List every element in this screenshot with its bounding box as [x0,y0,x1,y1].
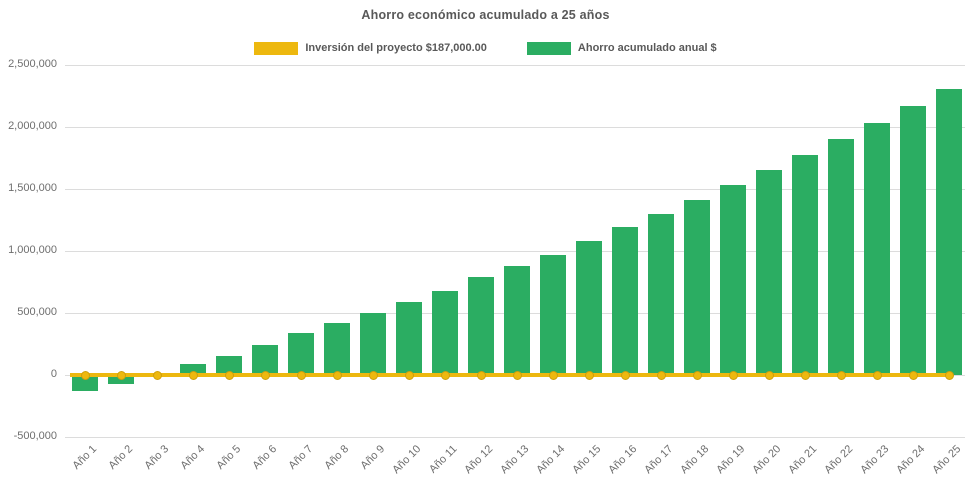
bar-año-14 [540,254,566,375]
bar-año-19 [720,184,746,375]
y-axis-label-2,000,000: 2,000,000 [8,120,57,132]
y-axis-label-500,000: 500,000 [17,306,57,318]
investment-line-marker-10 [404,370,414,380]
x-axis-label-año-21: Año 21 [786,443,820,477]
x-axis-label-año-15: Año 15 [570,443,604,477]
investment-line-marker-17 [656,370,666,380]
x-axis-label-año-23: Año 23 [858,443,892,477]
plot-area [65,64,965,438]
gridline-2,500,000 [65,64,965,66]
bar-año-20 [756,170,782,375]
x-axis-label-año-4: Año 4 [178,443,208,472]
bar-año-24 [900,105,926,375]
investment-series-swatch [254,41,299,55]
bar-año-21 [792,154,818,375]
bar-año-9 [360,313,386,375]
x-axis-label-año-14: Año 14 [534,443,568,477]
legend-label-investment: Inversión del proyecto $187,000.00 [305,42,487,54]
gridline-2,000,000 [65,126,965,128]
bar-año-23 [864,123,890,375]
x-axis-label-año-13: Año 13 [498,443,532,477]
investment-line-marker-1 [80,370,90,380]
bar-año-22 [828,138,854,375]
x-axis-label-año-7: Año 7 [286,443,316,472]
chart-legend: Inversión del proyecto $187,000.00 Ahorr… [0,40,971,56]
investment-line-marker-13 [512,370,522,380]
investment-line-marker-7 [296,370,306,380]
legend-label-savings: Ahorro acumulado anual $ [577,42,717,54]
gridline-1,500,000 [65,188,965,190]
investment-line-marker-6 [260,370,270,380]
investment-line-marker-24 [908,370,918,380]
x-axis-label-año-6: Año 6 [250,443,280,472]
bar-año-16 [612,226,638,375]
x-axis-label-año-11: Año 11 [426,443,460,476]
y-axis-label-1,000,000: 1,000,000 [8,244,57,256]
bar-año-5 [216,355,242,375]
bar-año-1 [72,375,98,391]
x-axis-label-año-25: Año 25 [930,443,964,477]
x-axis-label-año-22: Año 22 [822,443,856,477]
investment-line-marker-4 [188,370,198,380]
investment-line-marker-22 [836,370,846,380]
gridline-1,000,000 [65,250,965,252]
investment-line-marker-15 [584,370,594,380]
investment-line-marker-20 [764,370,774,380]
investment-line-marker-9 [368,370,378,380]
investment-line-marker-19 [728,370,738,380]
y-axis-label-2,500,000: 2,500,000 [8,58,57,70]
investment-line-marker-8 [332,370,342,380]
x-axis-label-año-12: Año 12 [462,443,496,477]
x-axis-label-año-20: Año 20 [750,443,784,477]
x-axis-label-año-24: Año 24 [894,443,928,477]
x-axis-label-año-17: Año 17 [642,443,676,477]
legend-item-investment: Inversión del proyecto $187,000.00 [254,41,487,55]
bar-año-25 [936,89,962,375]
investment-line-marker-16 [620,370,630,380]
bar-año-8 [324,322,350,375]
x-axis-label-año-2: Año 2 [106,443,136,472]
bar-año-17 [648,214,674,375]
x-axis-label-año-18: Año 18 [678,443,712,477]
bar-año-7 [288,333,314,375]
y-axis-label-1,500,000: 1,500,000 [8,182,57,194]
chart-title: Ahorro económico acumulado a 25 años [361,8,610,22]
investment-line-marker-23 [872,370,882,380]
x-axis-label-año-9: Año 9 [358,443,388,472]
x-axis-label-año-1: Año 1 [70,443,100,472]
investment-line [70,373,953,377]
bar-año-15 [576,241,602,375]
y-axis-label--500,000: -500,000 [13,430,57,442]
investment-line-marker-21 [800,370,810,380]
investment-line-marker-2 [116,370,126,380]
x-axis: Año 1 Año 2 Año 3 Año 4 Año 5 Año 6 Año 7 Año 8… [65,437,965,485]
bar-año-6 [252,345,278,375]
x-axis-label-año-10: Año 10 [390,443,424,477]
legend-item-savings: Ahorro acumulado anual $ [526,41,717,55]
investment-line-marker-18 [692,370,702,380]
gridline--500,000 [65,436,965,438]
investment-line-marker-12 [476,370,486,380]
bar-año-4 [180,363,206,375]
bar-año-10 [396,301,422,375]
x-axis-label-año-8: Año 8 [322,443,352,472]
investment-line-marker-3 [152,370,162,380]
x-axis-label-año-16: Año 16 [606,443,640,477]
bar-año-13 [504,265,530,375]
savings-series-swatch [526,41,571,55]
bar-año-18 [684,199,710,375]
investment-line-marker-14 [548,370,558,380]
bar-año-11 [432,290,458,375]
investment-line-marker-11 [440,370,450,380]
x-axis-label-año-3: Año 3 [142,443,172,472]
investment-line-marker-25 [944,370,954,380]
y-axis: 2,500,000 2,000,000 1,500,000 1,000,000 500,… [0,58,57,442]
bar-año-12 [468,277,494,375]
x-axis-label-año-5: Año 5 [214,443,244,472]
x-axis-label-año-19: Año 19 [714,443,748,477]
investment-line-marker-5 [224,370,234,380]
y-axis-label-0: 0 [50,368,57,380]
